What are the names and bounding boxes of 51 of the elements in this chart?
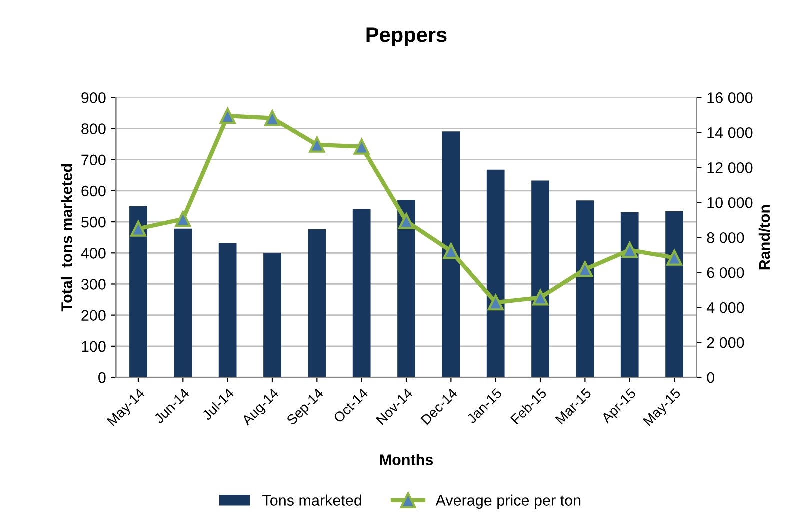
- point: [577, 261, 594, 278]
- bar: [174, 228, 192, 378]
- x-axis-title: Months: [380, 454, 434, 466]
- legend-label: Tons marketed: [262, 494, 362, 506]
- y-tick-label: 400: [81, 248, 106, 259]
- legend-label: Average price per ton: [436, 494, 581, 509]
- point: [130, 220, 146, 237]
- y-tick-label: 600: [82, 186, 106, 197]
- y2-tick-label: 4 000: [706, 302, 744, 314]
- y2-tick-label: 2 000: [707, 337, 744, 348]
- point: [264, 110, 280, 126]
- bar: [130, 206, 148, 378]
- point: [309, 136, 326, 153]
- point: [666, 250, 683, 266]
- bar: [442, 132, 460, 378]
- y-tick-label: 700: [82, 154, 106, 166]
- y-tick-label: 900: [82, 92, 106, 104]
- y-tick-label: 200: [82, 310, 106, 322]
- point: [175, 211, 192, 228]
- point: [220, 108, 236, 124]
- point: [532, 290, 549, 306]
- y2-tick-label: 8 000: [707, 232, 744, 244]
- bar: [308, 230, 326, 378]
- y-axis-title: Total tons marketed: [61, 164, 72, 312]
- point: [354, 138, 370, 155]
- y-tick-label: 800: [82, 124, 106, 134]
- bar: [486, 170, 505, 378]
- point: [622, 242, 638, 258]
- bar: [218, 243, 237, 378]
- y2-tick-label: 6 000: [707, 267, 744, 278]
- bar: [620, 212, 639, 378]
- point: [443, 243, 460, 260]
- bar: [666, 211, 684, 378]
- y-tick-label: 500: [82, 216, 106, 228]
- chart-title: Peppers: [366, 28, 447, 46]
- y-tick-label: 100: [82, 341, 106, 352]
- bar: [398, 200, 416, 378]
- y-tick-label: 0: [98, 372, 106, 384]
- y2-tick-label: 0: [707, 372, 714, 384]
- point: [488, 294, 504, 311]
- y2-axis-title: Rand/ton: [758, 205, 770, 270]
- bar: [352, 209, 371, 378]
- y2-tick-label: 14 000: [708, 128, 753, 138]
- y2-tick-label: 16 000: [708, 92, 753, 104]
- bar: [532, 180, 550, 378]
- bar: [264, 253, 282, 378]
- y2-tick-label: 10 000: [708, 197, 753, 208]
- bar: [576, 200, 594, 378]
- y-tick-label: 300: [82, 279, 106, 290]
- y2-tick-label: 12 000: [708, 162, 753, 174]
- point: [398, 213, 414, 230]
